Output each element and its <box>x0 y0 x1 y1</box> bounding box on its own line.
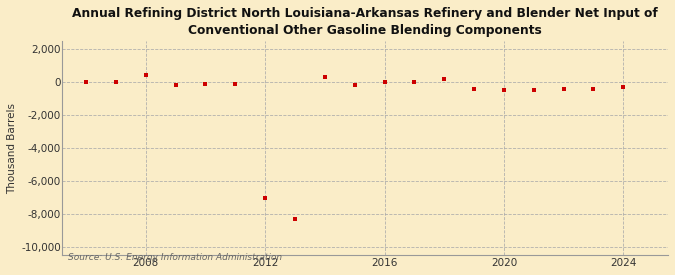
Y-axis label: Thousand Barrels: Thousand Barrels <box>7 103 17 194</box>
Point <box>200 82 211 86</box>
Point <box>558 87 569 91</box>
Point <box>319 75 330 79</box>
Point <box>588 87 599 91</box>
Point <box>111 80 122 84</box>
Point <box>290 217 300 221</box>
Point <box>379 80 390 84</box>
Point <box>529 88 539 93</box>
Point <box>439 77 450 81</box>
Point <box>618 85 628 89</box>
Text: Source: U.S. Energy Information Administration: Source: U.S. Energy Information Administ… <box>68 252 282 262</box>
Point <box>140 73 151 77</box>
Point <box>230 82 241 86</box>
Point <box>499 88 510 93</box>
Point <box>170 82 181 87</box>
Point <box>409 80 420 84</box>
Point <box>81 80 92 84</box>
Point <box>468 87 479 91</box>
Title: Annual Refining District North Louisiana-Arkansas Refinery and Blender Net Input: Annual Refining District North Louisiana… <box>72 7 658 37</box>
Point <box>260 195 271 200</box>
Point <box>349 83 360 88</box>
